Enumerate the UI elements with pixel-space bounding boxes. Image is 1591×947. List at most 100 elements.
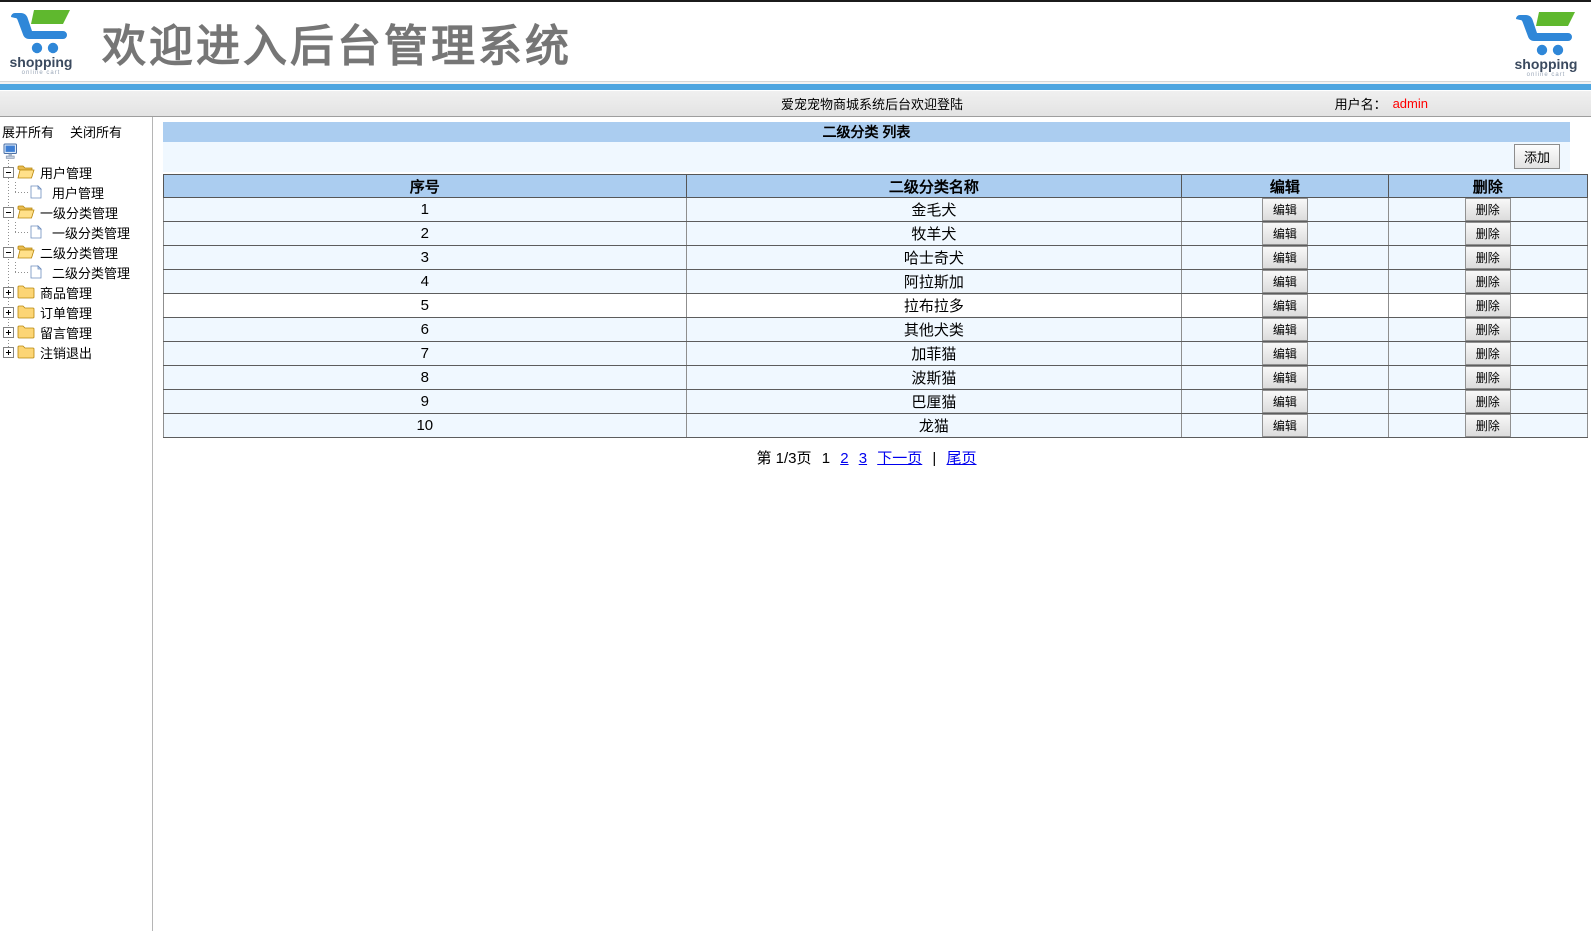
add-button[interactable]: 添加 (1513, 144, 1560, 169)
page-link-3[interactable]: 3 (858, 450, 868, 467)
shopping-cart-icon (10, 8, 72, 54)
delete-button[interactable]: 删除 (1464, 390, 1511, 413)
next-page-link[interactable]: 下一页 (877, 450, 923, 467)
pagination-separator: | (932, 450, 937, 467)
col-header-name: 二级分类名称 (685, 174, 1183, 198)
sidebar-item-label[interactable]: 用户管理 (40, 165, 93, 181)
delete-button[interactable]: 删除 (1464, 222, 1511, 245)
sidebar-item-user-management[interactable]: 用户管理 (1, 162, 152, 182)
document-icon (30, 265, 42, 279)
edit-button[interactable]: 编辑 (1261, 414, 1308, 437)
tree-elbow-line (15, 222, 30, 242)
table-row: 3 哈士奇犬 编辑 删除 (163, 245, 1589, 270)
sidebar-item-label[interactable]: 二级分类管理 (40, 245, 119, 261)
cell-name: 龙猫 (685, 413, 1183, 438)
table-header-row: 序号 二级分类名称 编辑 删除 (163, 174, 1589, 198)
sidebar-item-label[interactable]: 注销退出 (40, 345, 93, 361)
delete-button[interactable]: 删除 (1464, 294, 1511, 317)
sidebar-item-label[interactable]: 留言管理 (40, 325, 93, 341)
pagination: 第 1/3页 1 2 3 下一页 | 尾页 (163, 447, 1570, 468)
table-row: 8 波斯猫 编辑 删除 (163, 365, 1589, 390)
page-title: 欢迎进入后台管理系统 (102, 21, 572, 71)
app-header: shopping online cart 欢迎进入后台管理系统 shopping… (0, 2, 1591, 82)
top-border-line (0, 0, 1591, 2)
col-header-delete: 删除 (1387, 174, 1589, 198)
sidebar-item-product-management[interactable]: 商品管理 (1, 282, 152, 302)
edit-button[interactable]: 编辑 (1261, 294, 1308, 317)
cell-name: 哈士奇犬 (685, 245, 1183, 270)
main-panel: 二级分类 列表 添加 序号 二级分类名称 编辑 删除 1 金毛犬 编辑 (153, 117, 1591, 931)
table-row: 7 加菲猫 编辑 删除 (163, 341, 1589, 366)
sidebar-item-logout[interactable]: 注销退出 (1, 342, 152, 362)
cell-name: 牧羊犬 (685, 221, 1183, 246)
cell-no: 1 (163, 197, 687, 222)
collapse-all-link[interactable]: 关闭所有 (70, 124, 123, 140)
logo-text: shopping (9, 53, 73, 70)
category-table: 序号 二级分类名称 编辑 删除 1 金毛犬 编辑 删除 2 牧羊犬 编辑 删除 (163, 174, 1589, 438)
table-row: 9 巴厘猫 编辑 删除 (163, 389, 1589, 414)
tree-root (1, 140, 152, 162)
folder-closed-icon (17, 285, 35, 299)
delete-button[interactable]: 删除 (1464, 246, 1511, 269)
collapse-toggle-icon[interactable] (3, 246, 14, 258)
tree-elbow-line (15, 182, 30, 202)
edit-button[interactable]: 编辑 (1261, 198, 1308, 221)
delete-button[interactable]: 删除 (1464, 414, 1511, 437)
delete-button[interactable]: 删除 (1464, 198, 1511, 221)
sidebar-item-label[interactable]: 商品管理 (40, 285, 93, 301)
cell-no: 4 (163, 269, 687, 294)
sidebar-item-message-management[interactable]: 留言管理 (1, 322, 152, 342)
strip-divider (0, 90, 1591, 91)
last-page-link[interactable]: 尾页 (946, 450, 977, 467)
expand-toggle-icon[interactable] (3, 306, 14, 318)
sidebar-item-label[interactable]: 一级分类管理 (52, 225, 131, 241)
delete-button[interactable]: 删除 (1464, 342, 1511, 365)
sidebar-item-level2-category-management-child[interactable]: 二级分类管理 (1, 262, 152, 282)
sidebar-item-level1-category-management-child[interactable]: 一级分类管理 (1, 222, 152, 242)
edit-button[interactable]: 编辑 (1261, 342, 1308, 365)
expand-toggle-icon[interactable] (3, 326, 14, 338)
document-icon (30, 225, 42, 239)
edit-button[interactable]: 编辑 (1261, 366, 1308, 389)
delete-button[interactable]: 删除 (1464, 366, 1511, 389)
cell-no: 3 (163, 245, 687, 270)
page-link-2[interactable]: 2 (840, 450, 849, 467)
sidebar-item-label[interactable]: 二级分类管理 (52, 265, 131, 281)
expand-toggle-icon[interactable] (3, 346, 14, 358)
table-row: 1 金毛犬 编辑 删除 (163, 197, 1589, 222)
logo-left: shopping online cart (2, 8, 80, 76)
edit-button[interactable]: 编辑 (1261, 246, 1308, 269)
table-row-highlighted: 5 拉布拉多 编辑 删除 (163, 293, 1589, 318)
sidebar-item-label[interactable]: 订单管理 (40, 305, 93, 321)
expand-all-link[interactable]: 展开所有 (2, 124, 55, 140)
list-title-bar: 二级分类 列表 (163, 122, 1570, 142)
collapse-toggle-icon[interactable] (3, 206, 14, 218)
page-current: 1 (821, 450, 831, 467)
status-bar: 爱宠宠物商城系统后台欢迎登陆 用户名： admin (0, 91, 1591, 117)
folder-closed-icon (17, 325, 35, 339)
expand-toggle-icon[interactable] (3, 286, 14, 298)
edit-button[interactable]: 编辑 (1261, 222, 1308, 245)
collapse-toggle-icon[interactable] (3, 166, 14, 178)
logo-right: shopping online cart (1507, 10, 1585, 78)
tree-body: 用户管理 用户管理 (1, 160, 152, 362)
delete-button[interactable]: 删除 (1464, 270, 1511, 293)
sidebar-item-user-management-child[interactable]: 用户管理 (1, 182, 152, 202)
edit-button[interactable]: 编辑 (1261, 390, 1308, 413)
cell-name: 巴厘猫 (685, 389, 1183, 414)
tree-elbow-line (15, 262, 30, 282)
sidebar-item-label[interactable]: 用户管理 (52, 185, 105, 201)
delete-button[interactable]: 删除 (1464, 318, 1511, 341)
shopping-cart-icon (1515, 10, 1577, 56)
cell-no: 9 (163, 389, 687, 414)
edit-button[interactable]: 编辑 (1261, 318, 1308, 341)
cell-name: 其他犬类 (685, 317, 1183, 342)
sidebar-item-level2-category-management[interactable]: 二级分类管理 (1, 242, 152, 262)
cell-name: 金毛犬 (685, 197, 1183, 222)
sidebar-item-label[interactable]: 一级分类管理 (40, 205, 119, 221)
sidebar-item-level1-category-management[interactable]: 一级分类管理 (1, 202, 152, 222)
sidebar-item-order-management[interactable]: 订单管理 (1, 302, 152, 322)
edit-button[interactable]: 编辑 (1261, 270, 1308, 293)
logo-text: shopping (1514, 56, 1578, 72)
cell-no: 6 (163, 317, 687, 342)
